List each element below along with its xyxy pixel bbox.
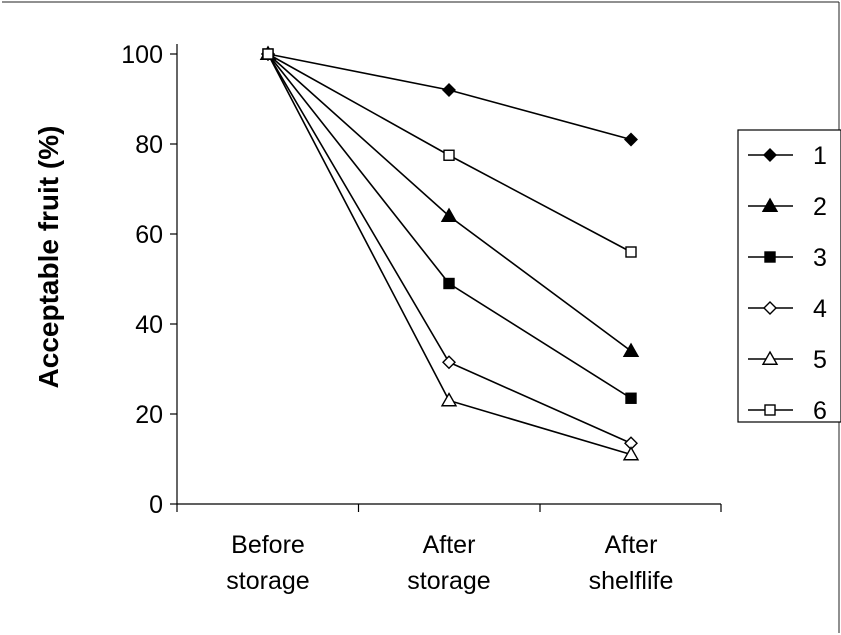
x-tick-label: Before bbox=[231, 531, 305, 559]
y-tick-label: 20 bbox=[135, 401, 163, 429]
legend-label: 6 bbox=[813, 397, 827, 425]
data-point bbox=[443, 277, 455, 290]
data-point bbox=[442, 355, 456, 370]
y-tick-label: 80 bbox=[135, 131, 163, 159]
x-tick-label: After bbox=[423, 531, 476, 559]
legend: 1 2 3 4 5 6 bbox=[737, 129, 841, 425]
legend-item-5: 5 bbox=[748, 346, 827, 374]
legend-item-1: 1 bbox=[748, 142, 827, 170]
legend-label: 4 bbox=[813, 295, 827, 323]
data-point bbox=[442, 83, 456, 97]
data-point bbox=[440, 392, 458, 407]
legend-label: 5 bbox=[813, 346, 827, 374]
legend-marker bbox=[761, 350, 779, 365]
legend-marker bbox=[764, 251, 776, 263]
y-tick-label: 60 bbox=[135, 221, 163, 249]
data-point bbox=[262, 48, 274, 60]
y-axis: 0 20 40 60 80 100 bbox=[121, 41, 177, 519]
legend-marker bbox=[761, 197, 779, 212]
x-tick-label: After bbox=[605, 531, 658, 559]
legend-label: 1 bbox=[813, 142, 827, 170]
series-6 bbox=[262, 48, 637, 258]
x-tick-label: shelflife bbox=[589, 567, 674, 595]
x-tick-label: storage bbox=[407, 567, 490, 595]
y-tick-label: 40 bbox=[135, 311, 163, 339]
data-point bbox=[624, 132, 638, 147]
y-axis-label: Acceptable fruit (%) bbox=[33, 126, 64, 389]
data-point bbox=[625, 392, 637, 404]
legend-marker bbox=[763, 301, 777, 315]
legend-marker bbox=[763, 148, 777, 162]
x-axis: Before storage After storage After shelflife bbox=[176, 504, 722, 595]
data-point bbox=[440, 207, 458, 222]
data-point bbox=[625, 246, 637, 258]
x-tick-label: storage bbox=[226, 567, 309, 595]
y-tick-label: 100 bbox=[121, 41, 163, 69]
y-tick-label: 0 bbox=[149, 491, 163, 519]
legend-label: 3 bbox=[813, 244, 827, 272]
legend-item-2: 2 bbox=[748, 193, 827, 221]
data-point bbox=[622, 446, 640, 461]
legend-marker bbox=[764, 404, 776, 416]
legend-box bbox=[737, 129, 841, 423]
data-point bbox=[443, 149, 455, 161]
legend-item-3: 3 bbox=[748, 244, 827, 272]
series-layer bbox=[259, 45, 640, 461]
legend-item-6: 6 bbox=[748, 397, 827, 425]
legend-item-4: 4 bbox=[748, 295, 827, 323]
legend-label: 2 bbox=[813, 193, 827, 221]
data-point bbox=[622, 342, 640, 357]
